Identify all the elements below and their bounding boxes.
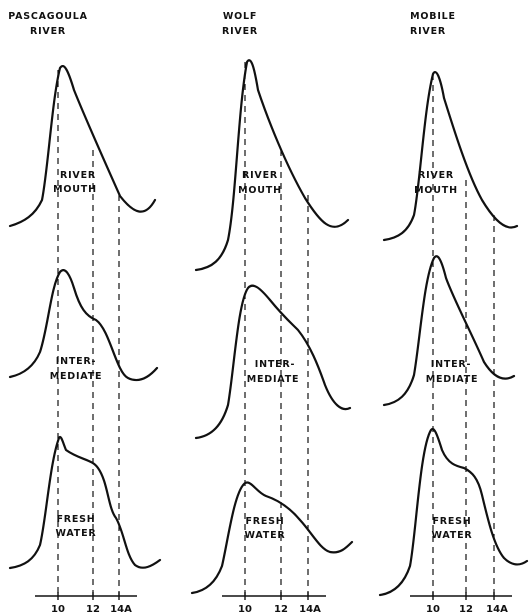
panel-label-line-2: WATER <box>432 530 473 541</box>
panel-label-line-2: MOUTH <box>414 185 458 196</box>
trace-fresh-water <box>378 427 529 597</box>
panel-label-line-2: MOUTH <box>53 184 97 195</box>
tick-label-14a: 14A <box>486 604 508 615</box>
column-title-line-2: RIVER <box>410 26 446 37</box>
trace-intermediate <box>8 269 159 382</box>
panel-label-line-1: RIVER <box>60 170 96 181</box>
trace-intermediate <box>382 255 516 407</box>
column-wolf: WOLF RIVER RIVER MOUTH INTER- MEDIATE FR… <box>190 11 354 615</box>
trace-river-mouth <box>194 59 350 272</box>
tick-label-10: 10 <box>51 604 65 615</box>
panel-label-line-2: MEDIATE <box>247 374 300 385</box>
trace-intermediate <box>194 284 352 440</box>
column-title-line-1: PASCAGOULA <box>8 11 88 22</box>
panel-label-line-1: INTER- <box>431 359 472 370</box>
panel-label-line-1: FRESH <box>245 516 284 527</box>
column-title-line-1: MOBILE <box>410 11 456 22</box>
panel-label-line-2: MEDIATE <box>50 371 103 382</box>
panel-label-line-1: RIVER <box>418 170 454 181</box>
column-title-line-1: WOLF <box>223 11 257 22</box>
tick-label-14a: 14A <box>299 604 321 615</box>
column-pascagoula: PASCAGOULA RIVER RIVER MOUTH INTER- MEDI… <box>8 11 162 615</box>
tick-label-10: 10 <box>238 604 252 615</box>
panel-label-line-1: FRESH <box>432 516 471 527</box>
panel-label-line-2: MEDIATE <box>426 374 479 385</box>
trace-river-mouth <box>382 71 519 242</box>
column-title-line-2: RIVER <box>222 26 258 37</box>
tick-label-12: 12 <box>459 604 473 615</box>
tick-label-12: 12 <box>86 604 100 615</box>
tick-label-14a: 14A <box>110 604 132 615</box>
trace-river-mouth <box>8 64 157 228</box>
trace-fresh-water <box>8 435 162 570</box>
panel-label-line-1: FRESH <box>56 514 95 525</box>
trace-fresh-water <box>190 481 354 595</box>
panel-label-line-2: WATER <box>245 530 286 541</box>
panel-label-line-1: INTER- <box>56 356 97 367</box>
panel-label-line-2: MOUTH <box>238 185 282 196</box>
panel-label-line-1: RIVER <box>242 170 278 181</box>
panel-label-line-1: INTER- <box>255 359 296 370</box>
panel-label-line-2: WATER <box>56 528 97 539</box>
column-mobile: MOBILE RIVER RIVER MOUTH INTER- MEDIATE … <box>378 11 529 615</box>
tick-label-10: 10 <box>426 604 440 615</box>
tick-label-12: 12 <box>274 604 288 615</box>
column-title-line-2: RIVER <box>30 26 66 37</box>
